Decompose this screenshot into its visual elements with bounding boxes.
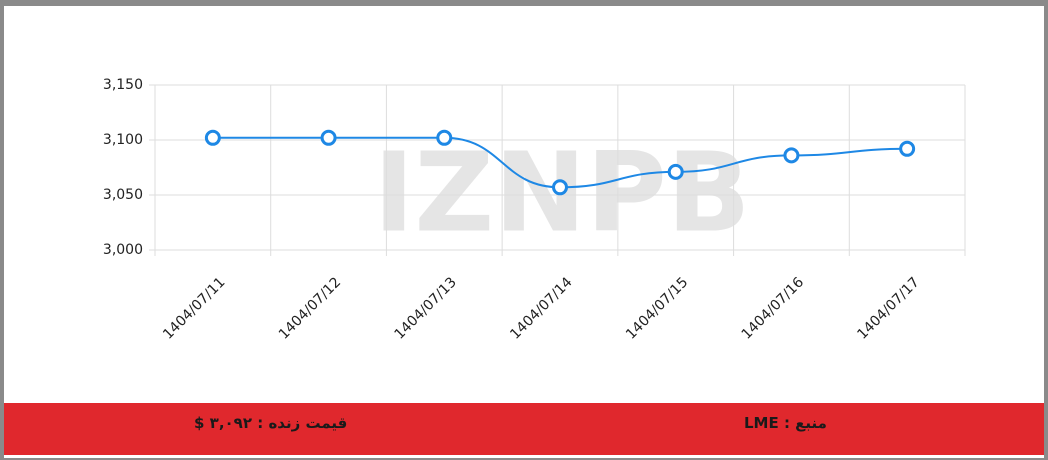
- point: [552, 179, 568, 196]
- point: [899, 140, 916, 157]
- x-tick-label: 1404/07/11: [160, 274, 228, 342]
- x-tick-label: 1404/07/16: [739, 274, 807, 342]
- live-price: قیمت زنده : ۳,۰۹۲ $: [194, 414, 348, 432]
- y-tick-label: 3,050: [103, 187, 143, 203]
- y-tick-label: 3,150: [103, 77, 143, 93]
- x-tick-label: 1404/07/17: [854, 274, 922, 342]
- x-tick-label: 1404/07/15: [623, 274, 691, 342]
- y-tick-label: 3,100: [103, 132, 143, 148]
- x-tick-label: 1404/07/14: [507, 274, 575, 342]
- point: [204, 129, 221, 146]
- footer: قیمت زنده : ۳,۰۹۲ $ منبع : LME: [4, 403, 1044, 455]
- point: [783, 147, 800, 164]
- x-tick-label: 1404/07/13: [392, 274, 460, 342]
- y-tick-label: 3,000: [103, 242, 143, 258]
- point: [436, 129, 453, 146]
- x-tick-label: 1404/07/12: [276, 274, 344, 342]
- point: [320, 129, 337, 146]
- panel: [4, 6, 1044, 458]
- source: منبع : LME: [744, 414, 827, 432]
- point: [667, 163, 684, 180]
